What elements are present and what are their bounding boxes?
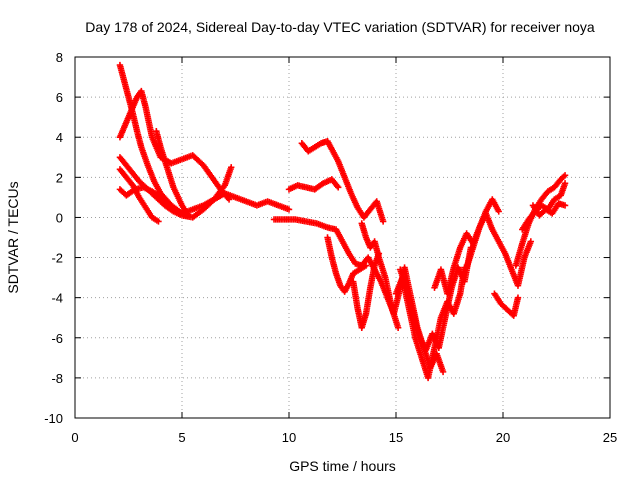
y-tick-label: 2 xyxy=(56,170,63,185)
data-point xyxy=(561,202,569,209)
data-point xyxy=(495,208,502,215)
data-point xyxy=(228,164,235,171)
y-tick-label: -4 xyxy=(51,291,63,306)
data-point xyxy=(394,324,402,331)
x-tick-label: 25 xyxy=(603,430,617,445)
series-track-8 xyxy=(285,176,342,193)
series-track-19 xyxy=(512,172,569,269)
data-point xyxy=(439,368,447,376)
x-tick-label: 10 xyxy=(282,430,296,445)
series-track-9 xyxy=(270,216,378,273)
y-tick-label: 8 xyxy=(56,50,63,65)
y-axis-label: SDTVAR / TECUs xyxy=(5,181,21,293)
series-track-17 xyxy=(463,210,535,289)
y-tick-label: -8 xyxy=(51,371,63,386)
data-point xyxy=(185,212,192,219)
data-point xyxy=(285,206,293,213)
series-track-7 xyxy=(298,138,387,225)
series-track-21 xyxy=(529,200,569,219)
series-track-6 xyxy=(153,128,192,219)
axis-ticks: 0 5 10 15 20 25 -10 -8 -6 -4 -2 0 2 4 6 8 xyxy=(44,50,617,445)
x-tick-label: 5 xyxy=(178,430,185,445)
data-point xyxy=(225,196,233,203)
data-point xyxy=(362,262,370,269)
y-tick-label: 4 xyxy=(56,130,63,145)
data-point xyxy=(561,172,569,179)
data-point xyxy=(561,180,569,187)
y-tick-label: -2 xyxy=(51,251,63,266)
series-track-10 xyxy=(324,234,370,295)
data-point xyxy=(155,218,162,225)
y-tick-label: -6 xyxy=(51,331,63,346)
data-points xyxy=(116,61,569,382)
grid-lines xyxy=(75,57,610,418)
series-track-1 xyxy=(116,61,293,217)
plot-frame xyxy=(74,56,611,419)
y-tick-label: 6 xyxy=(56,90,63,105)
data-point xyxy=(514,294,522,301)
chart-title: Day 178 of 2024, Sidereal Day-to-day VTE… xyxy=(85,19,595,35)
x-tick-label: 20 xyxy=(496,430,510,445)
data-point xyxy=(527,238,535,245)
y-tick-label: 0 xyxy=(56,210,63,225)
data-point xyxy=(335,184,342,191)
series-track-12 xyxy=(358,220,402,331)
x-axis-label: GPS time / hours xyxy=(289,458,396,474)
data-point xyxy=(379,218,387,225)
y-tick-label: -10 xyxy=(44,411,63,426)
series-track-18 xyxy=(491,290,522,319)
x-tick-label: 0 xyxy=(71,430,78,445)
series-track-15 xyxy=(397,244,475,354)
x-tick-label: 15 xyxy=(389,430,403,445)
